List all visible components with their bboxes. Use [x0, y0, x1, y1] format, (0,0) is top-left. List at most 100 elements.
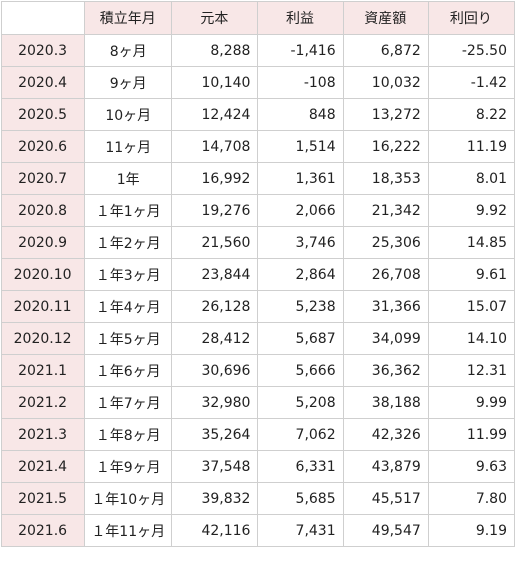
assets-cell: 21,342	[342, 194, 429, 227]
profit-cell: 5,208	[257, 386, 344, 419]
principal-cell: 14,708	[171, 130, 259, 163]
assets-cell: 36,362	[342, 354, 429, 387]
principal-cell: 35,264	[171, 418, 259, 451]
principal-cell: 28,412	[171, 322, 259, 355]
table-row: 2020.9 １年2ヶ月 21,560 3,746 25,306 14.85	[0, 226, 516, 259]
principal-cell: 26,128	[171, 290, 259, 323]
yield-cell: 14.10	[427, 322, 516, 355]
profit-cell: 5,685	[257, 482, 344, 515]
yield-cell: 14.85	[427, 226, 516, 259]
profit-cell: 1,514	[257, 130, 344, 163]
month-cell: 2020.9	[0, 226, 86, 259]
assets-cell: 45,517	[342, 482, 429, 515]
month-cell: 2021.1	[0, 354, 86, 387]
term-cell: １年2ヶ月	[84, 226, 173, 259]
investment-table: 積立年月 元本 利益 資産額 利回り 2020.3 8ヶ月 8,288 -1,4…	[0, 1, 516, 547]
yield-cell: 7.80	[427, 482, 516, 515]
table-row: 2020.8 １年1ヶ月 19,276 2,066 21,342 9.92	[0, 194, 516, 227]
yield-cell: 9.99	[427, 386, 516, 419]
assets-cell: 25,306	[342, 226, 429, 259]
assets-cell: 18,353	[342, 162, 429, 195]
principal-cell: 16,992	[171, 162, 259, 195]
principal-cell: 30,696	[171, 354, 259, 387]
table-row: 2020.6 11ヶ月 14,708 1,514 16,222 11.19	[0, 130, 516, 163]
month-cell: 2020.4	[0, 66, 86, 99]
profit-cell: 7,062	[257, 418, 344, 451]
yield-cell: 9.19	[427, 514, 516, 547]
principal-cell: 12,424	[171, 98, 259, 131]
term-cell: １年10ヶ月	[84, 482, 173, 515]
table-row: 2020.10 １年3ヶ月 23,844 2,864 26,708 9.61	[0, 258, 516, 291]
yield-cell: 11.19	[427, 130, 516, 163]
profit-cell: 5,687	[257, 322, 344, 355]
term-cell: １年8ヶ月	[84, 418, 173, 451]
profit-cell: 5,666	[257, 354, 344, 387]
term-cell: 1年	[84, 162, 173, 195]
month-cell: 2020.6	[0, 130, 86, 163]
month-cell: 2020.5	[0, 98, 86, 131]
month-cell: 2021.4	[0, 450, 86, 483]
principal-cell: 39,832	[171, 482, 259, 515]
term-cell: １年6ヶ月	[84, 354, 173, 387]
column-header-principal: 元本	[171, 1, 259, 35]
month-cell: 2020.11	[0, 290, 86, 323]
table-row: 2020.4 9ヶ月 10,140 -108 10,032 -1.42	[0, 66, 516, 99]
yield-cell: 9.92	[427, 194, 516, 227]
column-header-profit: 利益	[257, 1, 344, 35]
column-header-yield: 利回り	[427, 1, 516, 35]
term-cell: １年5ヶ月	[84, 322, 173, 355]
term-cell: １年1ヶ月	[84, 194, 173, 227]
yield-cell: 9.63	[427, 450, 516, 483]
profit-cell: 2,864	[257, 258, 344, 291]
month-cell: 2021.3	[0, 418, 86, 451]
profit-cell: 1,361	[257, 162, 344, 195]
month-cell: 2021.2	[0, 386, 86, 419]
yield-cell: 9.61	[427, 258, 516, 291]
term-cell: 10ヶ月	[84, 98, 173, 131]
month-cell: 2020.3	[0, 34, 86, 67]
table-row: 2020.12 １年5ヶ月 28,412 5,687 34,099 14.10	[0, 322, 516, 355]
yield-cell: -25.50	[427, 34, 516, 67]
principal-cell: 37,548	[171, 450, 259, 483]
header-row: 積立年月 元本 利益 資産額 利回り	[0, 1, 516, 35]
term-cell: 8ヶ月	[84, 34, 173, 67]
assets-cell: 49,547	[342, 514, 429, 547]
table-row: 2020.3 8ヶ月 8,288 -1,416 6,872 -25.50	[0, 34, 516, 67]
principal-cell: 23,844	[171, 258, 259, 291]
yield-cell: -1.42	[427, 66, 516, 99]
term-cell: １年7ヶ月	[84, 386, 173, 419]
month-cell: 2020.8	[0, 194, 86, 227]
assets-cell: 16,222	[342, 130, 429, 163]
table-row: 2021.5 １年10ヶ月 39,832 5,685 45,517 7.80	[0, 482, 516, 515]
profit-cell: 2,066	[257, 194, 344, 227]
profit-cell: 3,746	[257, 226, 344, 259]
month-cell: 2020.12	[0, 322, 86, 355]
table-row: 2021.4 １年9ヶ月 37,548 6,331 43,879 9.63	[0, 450, 516, 483]
table-row: 2021.3 １年8ヶ月 35,264 7,062 42,326 11.99	[0, 418, 516, 451]
assets-cell: 6,872	[342, 34, 429, 67]
assets-cell: 38,188	[342, 386, 429, 419]
yield-cell: 8.01	[427, 162, 516, 195]
term-cell: １年4ヶ月	[84, 290, 173, 323]
assets-cell: 13,272	[342, 98, 429, 131]
table-body: 2020.3 8ヶ月 8,288 -1,416 6,872 -25.50 202…	[0, 34, 516, 547]
principal-cell: 10,140	[171, 66, 259, 99]
profit-cell: 6,331	[257, 450, 344, 483]
principal-cell: 8,288	[171, 34, 259, 67]
column-header-assets: 資産額	[342, 1, 429, 35]
yield-cell: 15.07	[427, 290, 516, 323]
term-cell: １年9ヶ月	[84, 450, 173, 483]
assets-cell: 26,708	[342, 258, 429, 291]
principal-cell: 19,276	[171, 194, 259, 227]
table-row: 2020.11 １年4ヶ月 26,128 5,238 31,366 15.07	[0, 290, 516, 323]
profit-cell: -1,416	[257, 34, 344, 67]
assets-cell: 42,326	[342, 418, 429, 451]
assets-cell: 10,032	[342, 66, 429, 99]
yield-cell: 8.22	[427, 98, 516, 131]
profit-cell: 7,431	[257, 514, 344, 547]
table-row: 2021.6 １年11ヶ月 42,116 7,431 49,547 9.19	[0, 514, 516, 547]
principal-cell: 42,116	[171, 514, 259, 547]
profit-cell: 848	[257, 98, 344, 131]
table-row: 2021.2 １年7ヶ月 32,980 5,208 38,188 9.99	[0, 386, 516, 419]
term-cell: 11ヶ月	[84, 130, 173, 163]
